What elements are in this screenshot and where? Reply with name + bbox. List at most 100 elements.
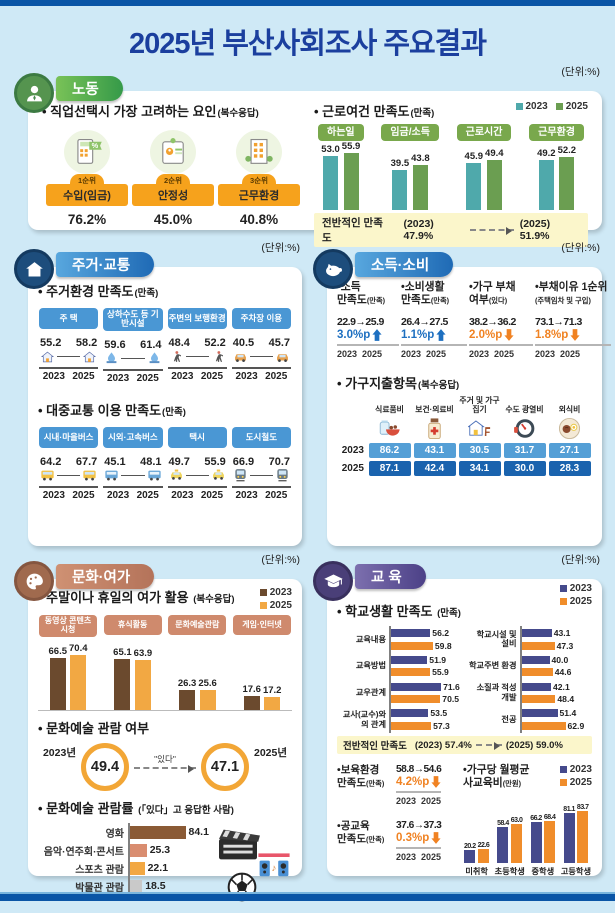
- category-badge: 주 택: [39, 308, 99, 329]
- category-label: 교육내용: [355, 634, 386, 644]
- value-label: 44.6: [554, 667, 572, 678]
- legend-swatch: [559, 598, 567, 605]
- value-label: 43.1: [553, 628, 571, 639]
- category-label: 소질과 적성 개발: [476, 683, 517, 702]
- year-label: 2023: [106, 489, 130, 501]
- change-value: 2.0%p: [469, 328, 503, 341]
- bar-2025: [477, 848, 489, 863]
- category-label: 미취학: [465, 866, 488, 876]
- chart-group: 81.1 83.7 고등학생: [561, 804, 591, 877]
- hbar-pair-row: 소질과 적성 개발 42.1 48.4: [468, 679, 593, 707]
- overall-2025: (2025) 59.0%: [505, 739, 563, 751]
- bar-2025: [391, 721, 432, 730]
- legend-private-education: 2023 2025: [559, 764, 592, 788]
- trend-line: [57, 356, 81, 357]
- value-2025: 45.7: [268, 337, 290, 349]
- bar-2023: [179, 689, 196, 710]
- chart-group: 문화예술관람 26.3 25.6: [168, 615, 227, 710]
- indicator-childcare: 보육환경 만족도(만족) 58.8→54.6 4.2%p 2023 2025: [337, 764, 457, 806]
- furnishing-icon: [457, 415, 502, 442]
- value-label: 57.3: [433, 720, 450, 731]
- table-cell: 30.0: [503, 461, 546, 477]
- income-card: 소득 만족도(만족) 22.9→25.9 3.0%p 2023 2025 소비생…: [327, 267, 611, 546]
- bar-2023: [391, 682, 442, 691]
- legend-label: 2025: [569, 596, 592, 607]
- year-label: 2025: [265, 489, 288, 501]
- legend-swatch: [559, 766, 567, 773]
- factor-badge: 수입(임금): [46, 184, 128, 206]
- value-label: 26.3: [177, 677, 197, 689]
- value-label: 81.1: [563, 805, 575, 813]
- hbar-pair-row: 학교시설 및 설비 43.1 47.3: [468, 626, 593, 653]
- water-infra-icon: [147, 351, 162, 365]
- pair-group: 택시 49.7 55.9 2023 2025: [167, 426, 227, 501]
- bar-2023: [243, 696, 260, 710]
- value-label: 49.2: [537, 147, 556, 159]
- value-2025: 58.2: [75, 337, 98, 349]
- housing-env-chart: 주 택 55.2 58.2 2023 2025 상하수도 등 기반시설 59.6 61.4 20…: [38, 308, 292, 384]
- legend-2025: 2025: [259, 600, 292, 611]
- year-2023-label: 2023년: [42, 747, 76, 759]
- year-label: 2023: [235, 489, 258, 501]
- hbar-row: 영화 84.1: [38, 823, 292, 841]
- water-infra-icon: [104, 351, 119, 365]
- overall-label: 전반적인 만족도: [322, 217, 383, 244]
- value-label: 66.5: [48, 646, 68, 658]
- table-cell: 34.1: [458, 461, 501, 477]
- chart-group: 게임·인터넷 17.6 17.2: [232, 615, 291, 710]
- category-label: 학교주변 환경: [469, 661, 517, 671]
- graduation-cap-icon: [313, 561, 353, 601]
- year-label: 2023: [235, 371, 258, 382]
- value-2023: 49.7: [168, 455, 190, 468]
- pair-group: 주변의 보행환경 48.4 52.2 2023 2025: [167, 308, 227, 384]
- house-icon: [82, 350, 97, 364]
- column-header: 외식비: [558, 404, 581, 414]
- chart-group: 20.2 22.6 미취학: [464, 841, 490, 877]
- year-label: 2023: [106, 372, 130, 384]
- metro-icon: [275, 468, 290, 482]
- up-arrow-icon: [372, 329, 382, 341]
- value-label: 22.6: [477, 841, 490, 849]
- value-label: 56.2: [432, 628, 450, 639]
- category-badge: 임금/소득: [381, 124, 439, 141]
- category-label: 학교시설 및 설비: [476, 629, 517, 649]
- hbar-pair-row: 교우관계 71.6 70.5: [337, 679, 462, 707]
- table-cell: 28.3: [548, 461, 591, 477]
- value-2025: 70.7: [268, 455, 290, 468]
- change-value: 0.3%p: [396, 832, 430, 844]
- attendance-arrow: "있다": [134, 753, 196, 773]
- indicator-change: 1.1%p: [401, 328, 467, 346]
- value-label: 18.5: [145, 880, 166, 892]
- category-badge: 주변의 보행환경: [167, 308, 227, 329]
- overall-2025: (2025) 51.9%: [519, 218, 551, 242]
- up-arrow-icon: [436, 329, 446, 341]
- table-cell: 43.1: [413, 443, 456, 459]
- category-label: 음악·연주회·콘서트: [43, 846, 124, 858]
- bar-2023: [391, 629, 431, 638]
- job-factors-block: 직업선택시 가장 고려하는 요인(복수응답) %1순위수입(임금)76.2%2순…: [42, 101, 304, 227]
- value-label: 55.9: [432, 667, 449, 678]
- hbar-pair-row: 교육내용 56.2 59.8: [337, 626, 462, 653]
- year-labels: 2023 2025: [396, 796, 442, 806]
- indicator-consumption-satisfaction: 소비생활 만족도(만족) 26.4→27.5 1.1%p 2023 2025: [401, 281, 467, 359]
- bar-2025: [521, 721, 566, 730]
- trend-line: [185, 474, 209, 476]
- bar-2025: [391, 641, 433, 650]
- category-badge: 주차장 이용: [231, 308, 291, 329]
- value-2023: 55.2: [40, 337, 62, 349]
- palette-icon: [14, 561, 54, 601]
- indicator-change: 3.0%p: [337, 328, 399, 346]
- work-conditions-block: 근로여건 만족도(만족) 2023 2025 하는일 53.055.9 임금/소득 39…: [314, 101, 588, 247]
- section-housing-transport: (단위:%) 주거·교통 주거환경 만족도(만족) 주 택 55.2 58.2 202…: [14, 242, 302, 546]
- factor-value: 40.8%: [239, 212, 279, 227]
- value-label: 22.1: [147, 862, 169, 874]
- value-label: 84.1: [188, 826, 209, 838]
- indicator-change: 1.8%p: [535, 328, 611, 346]
- bar-2023: [521, 655, 550, 664]
- value-label: 59.8: [434, 640, 452, 651]
- legend-label: 2025: [565, 101, 588, 112]
- legend-2025: 2025: [555, 101, 588, 112]
- legend-swatch: [559, 779, 567, 786]
- attendance-circle-2025: 47.1: [201, 743, 249, 791]
